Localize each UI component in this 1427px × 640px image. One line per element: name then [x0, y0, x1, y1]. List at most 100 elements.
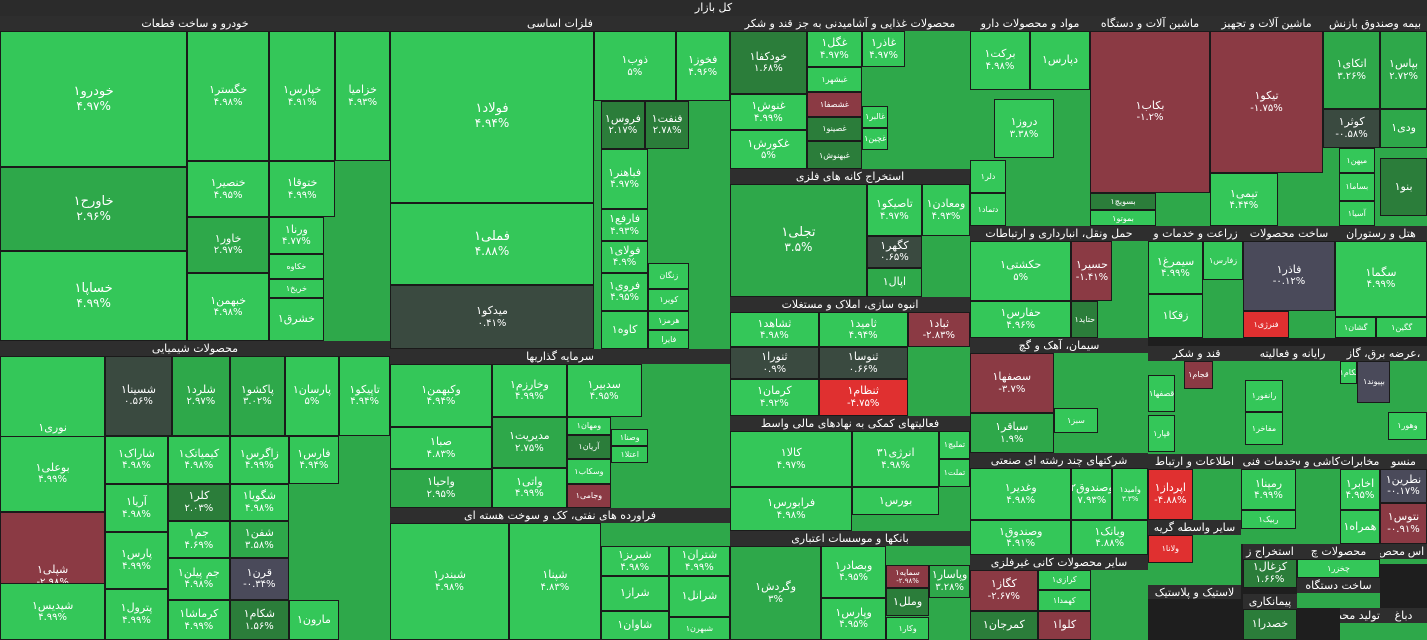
- tile[interactable]: شراز۱: [600, 575, 669, 611]
- tile[interactable]: شلرد۱ ۲.۹۷%: [171, 356, 231, 436]
- sector-header[interactable]: محصولات غذایی و آشامیدنی به جز قند و شکر: [730, 16, 970, 31]
- tile[interactable]: وصنا۱: [611, 428, 649, 447]
- tile[interactable]: ثنوسا۱ ۰.۶۶%: [818, 347, 908, 379]
- tile[interactable]: بموتو۱: [1090, 210, 1156, 226]
- tile[interactable]: قصفها۱: [1148, 374, 1176, 413]
- tile[interactable]: وسکاب۱: [566, 459, 611, 484]
- sector-header[interactable]: استخراج کانه های فلزی: [730, 169, 970, 184]
- tile[interactable]: فارفع۱ ۴.۹۳%: [600, 209, 649, 241]
- sector-header[interactable]: مخابرات: [1340, 454, 1380, 469]
- tile[interactable]: وکبهمن۱ ۴.۹۴%: [390, 364, 492, 428]
- tile[interactable]: کاوه۱: [600, 310, 649, 349]
- tile[interactable]: میهن۱: [1338, 148, 1375, 174]
- tile[interactable]: بورس۱: [852, 487, 939, 515]
- tile[interactable]: سگما۱ ۴.۹۹%: [1335, 241, 1427, 317]
- sector-header[interactable]: ماشین آلات و دستگاه: [1090, 16, 1210, 31]
- tile[interactable]: فولای۱ ۴.۹%: [600, 240, 649, 273]
- tile[interactable]: کرماشا۱ ۴.۹۹%: [167, 600, 231, 640]
- sector-header[interactable]: محصولات شیمیایی: [0, 341, 390, 356]
- sector-header[interactable]: سایر واسطه گریه: [1148, 520, 1241, 535]
- tile[interactable]: تملیچ۱: [938, 431, 970, 459]
- tile[interactable]: شرانل۱: [668, 575, 730, 617]
- sector-header[interactable]: سیمان، آهک و گچ: [970, 338, 1148, 353]
- tile[interactable]: انرژی۳۱ ۴.۹۸%: [852, 431, 939, 487]
- tile[interactable]: فرابورس۱ ۴.۹۸%: [730, 487, 853, 531]
- tile[interactable]: تاصیکو۱ ۴.۹۷%: [866, 184, 922, 236]
- sector-header[interactable]: محصولات چ: [1297, 544, 1380, 559]
- tile[interactable]: ربیک۱: [1241, 510, 1296, 529]
- tile[interactable]: غنوش۱ ۴.۹۹%: [730, 94, 807, 131]
- tile[interactable]: برکت۱ ۴.۹۸%: [970, 31, 1030, 90]
- tile[interactable]: خکاوه: [269, 254, 324, 279]
- tile[interactable]: بپیوند۱: [1357, 361, 1391, 403]
- tile[interactable]: سدبیر۱ ۴.۹۵%: [566, 364, 642, 418]
- tile[interactable]: فارس۱ ۴.۹۴%: [288, 435, 340, 484]
- tile[interactable]: ثباد۱ -۲.۸۳%: [907, 312, 970, 348]
- sector-header[interactable]: هتل و رستوران: [1335, 226, 1427, 241]
- tile[interactable]: همراه۱: [1340, 510, 1380, 544]
- tile[interactable]: هرمز۱: [648, 310, 690, 330]
- sector-header[interactable]: سرمایه گذاریها: [390, 349, 730, 364]
- tile[interactable]: اپال۱: [866, 267, 922, 297]
- sector-header[interactable]: ماشین آلات و تجهیز: [1210, 16, 1323, 31]
- tile[interactable]: واحیا۱ ۲.۹۵%: [390, 469, 492, 508]
- tile[interactable]: حفارس۱ ۴.۹۶%: [970, 301, 1072, 338]
- sector-header[interactable]: خدمات فنی و: [1241, 454, 1296, 469]
- tile[interactable]: شاراک۱ ۴.۹۸%: [105, 435, 168, 484]
- tile[interactable]: دروز۱ ۳.۳۸%: [994, 99, 1054, 158]
- tile[interactable]: شکام۱ ۱.۵۶%: [230, 600, 289, 640]
- tile[interactable]: نتوس۱ -۰.۹۱%: [1380, 502, 1427, 544]
- tile[interactable]: وملل۱: [886, 588, 930, 617]
- tile[interactable]: کرمان۱ ۴.۹۲%: [730, 378, 819, 416]
- sector-header[interactable]: دباغ: [1380, 608, 1427, 623]
- tile[interactable]: اپرداز۱ -۴.۸۸%: [1148, 469, 1193, 520]
- tile[interactable]: پارس۱ ۴.۹۹%: [105, 532, 168, 589]
- tile[interactable]: خاور۱ ۲.۹۷%: [187, 217, 270, 273]
- tile[interactable]: سیمرغ۱ ۴.۹۹%: [1148, 241, 1204, 295]
- tile[interactable]: رمپنا۱ ۴.۹۹%: [1241, 469, 1296, 511]
- tile[interactable]: جم پیلن۱ ۴.۹۸%: [167, 557, 231, 601]
- tile[interactable]: وهور۱: [1387, 412, 1427, 441]
- tile[interactable]: کوثر۱ -۰.۵۸%: [1323, 109, 1381, 148]
- tile[interactable]: ثنظام۱ -۴.۷۵%: [818, 378, 908, 416]
- tile[interactable]: غصینو۱: [806, 116, 862, 142]
- tile[interactable]: آریا۱ ۴.۹۸%: [105, 483, 168, 533]
- tile[interactable]: قرن۱ -۰.۳۴%: [230, 557, 289, 601]
- tile[interactable]: غشصفا۱: [806, 91, 862, 117]
- tile[interactable]: بسویچ۱: [1090, 192, 1156, 211]
- tile[interactable]: شپنا۱ ۴.۸۳%: [509, 523, 601, 640]
- tile[interactable]: گشان۱: [1335, 316, 1377, 338]
- tile[interactable]: تیکو۱ -۱.۷۵%: [1210, 31, 1323, 174]
- tile[interactable]: وخارزم۱ ۴.۹۹%: [492, 364, 567, 418]
- tile[interactable]: غاذر۱ ۴.۹۷%: [862, 31, 906, 67]
- tile[interactable]: وبصادر۱ ۴.۹۵%: [821, 546, 886, 598]
- tile[interactable]: بساما۱: [1338, 173, 1375, 201]
- tile[interactable]: دلر۱: [970, 159, 1006, 193]
- tile[interactable]: شاوان۱: [600, 610, 669, 640]
- tile[interactable]: اخابر۱ ۴.۹۵%: [1340, 469, 1380, 511]
- tile[interactable]: کویر۱: [648, 288, 690, 311]
- tile[interactable]: شبهرن۱: [668, 616, 730, 640]
- tile[interactable]: اعتلا۱: [611, 446, 649, 464]
- tile[interactable]: دتماد۱: [970, 192, 1006, 226]
- tile[interactable]: بکام۱: [1340, 361, 1358, 385]
- tile[interactable]: فباهنر۱ ۴.۹۷%: [600, 148, 649, 210]
- tile[interactable]: وکار۱: [886, 616, 930, 640]
- tile[interactable]: سمایه۱ -۲.۹۸%: [886, 564, 930, 589]
- tile[interactable]: وامید۱ ۳.۳%: [1112, 468, 1148, 521]
- tile[interactable]: شسینا۱ ۰.۵۶%: [105, 356, 172, 436]
- tile[interactable]: خزامیا ۴.۹۳%: [335, 31, 390, 162]
- sector-header[interactable]: ساخت محصولات: [1243, 226, 1335, 241]
- tile[interactable]: فولاد۱ ۴.۹۴%: [390, 31, 594, 203]
- tile[interactable]: خشرق۱: [269, 297, 324, 341]
- tile[interactable]: ولانا۱: [1148, 535, 1193, 563]
- tile[interactable]: خریخ۱: [269, 279, 324, 298]
- tile[interactable]: نطرین۱ -۰.۱۷%: [1380, 469, 1427, 503]
- tile[interactable]: پاکشو۱ ۳.۰۲%: [230, 356, 285, 436]
- sector-header[interactable]: فعالیتهای کمکی به نهادهای مالی واسط: [730, 416, 970, 431]
- tile[interactable]: ختوقا۱ ۴.۹۹%: [269, 161, 336, 217]
- sector-header[interactable]: رایانه و فعالیته: [1245, 346, 1340, 361]
- tile[interactable]: آسیا۱: [1338, 200, 1375, 226]
- tile[interactable]: غبشهر۱: [806, 66, 862, 92]
- tile[interactable]: گگین۱: [1376, 316, 1427, 338]
